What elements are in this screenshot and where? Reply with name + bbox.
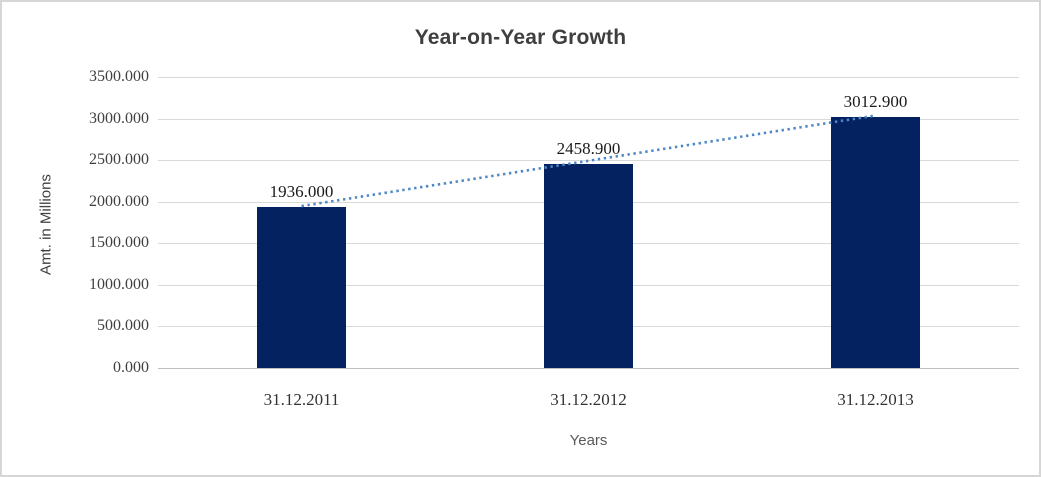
x-axis-line: [158, 368, 1019, 369]
gridline: [158, 160, 1019, 162]
x-category-label: 31.12.2013: [837, 390, 914, 409]
y-tick-label: 3500.000: [89, 68, 149, 85]
y-tick-label: 3000.000: [89, 109, 149, 127]
y-tick-label: 0.000: [113, 359, 149, 376]
gridline: [158, 77, 1019, 78]
bar-31.12.2013: [831, 117, 920, 368]
y-tick-label: 1500.000: [89, 234, 149, 252]
bar-31.12.2011: [257, 207, 346, 368]
y-tick-label: 1000.000: [89, 275, 149, 293]
x-category-label: 31.12.2011: [263, 390, 340, 409]
trendline: [301, 114, 876, 208]
data-label: 2458.900: [556, 138, 621, 158]
x-category-label: 31.12.2012: [550, 390, 627, 409]
plot-area: [158, 77, 1019, 369]
x-axis-title: Years: [569, 432, 608, 449]
bar-31.12.2012: [544, 163, 633, 368]
y-tick-label: 2000.000: [89, 192, 149, 210]
gridline: [158, 118, 1019, 120]
y-tick-label: 2500.000: [89, 151, 149, 169]
chart-title: Year-on-Year Growth: [414, 26, 627, 49]
data-label: 1936.000: [269, 182, 334, 202]
data-label: 3012.900: [843, 92, 908, 112]
y-tick-label: 500.000: [97, 317, 149, 335]
